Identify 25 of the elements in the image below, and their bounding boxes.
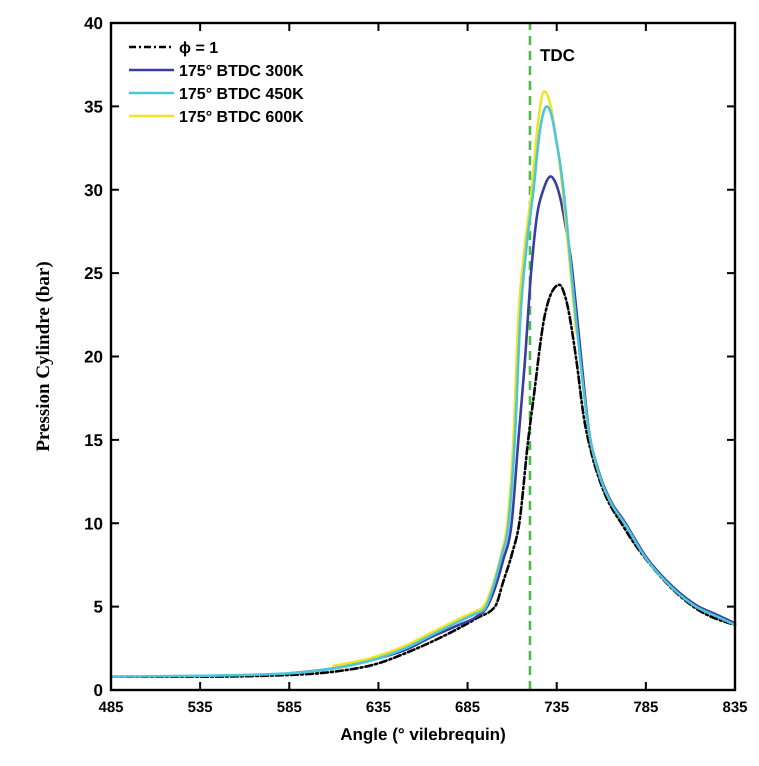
x-tick-label: 585 <box>276 699 302 716</box>
legend-label: ϕ = 1 <box>179 40 218 57</box>
y-tick-label: 10 <box>84 514 103 534</box>
y-tick-label: 20 <box>84 348 103 366</box>
x-tick-label: 785 <box>633 699 658 716</box>
legend-label: 175° BTDC 450K <box>179 86 304 103</box>
x-tick-label: 685 <box>455 699 480 716</box>
x-tick-label: 485 <box>98 699 124 716</box>
legend-label: 175° BTDC 300K <box>179 63 304 80</box>
y-tick-label: 30 <box>84 180 103 200</box>
ref-line-label: TDC <box>540 46 575 65</box>
x-tick-label: 635 <box>366 699 391 716</box>
x-tick-label: 535 <box>188 699 213 716</box>
y-tick-label: 40 <box>84 14 103 33</box>
x-tick-label: 735 <box>544 699 570 716</box>
y-tick-label: 5 <box>94 598 103 617</box>
legend-label: 175° BTDC 600K <box>179 109 304 126</box>
line-series <box>110 105 736 678</box>
x-tick-label: 835 <box>722 699 748 716</box>
y-tick-label: 15 <box>84 430 103 450</box>
y-tick-label: 25 <box>84 264 103 284</box>
y-tick-label: 0 <box>94 681 103 700</box>
y-tick-label: 35 <box>84 97 103 116</box>
x-axis-title: Angle (° vilebrequin) <box>340 725 506 744</box>
y-axis-title: Pression Cylindre (bar) <box>33 261 54 452</box>
